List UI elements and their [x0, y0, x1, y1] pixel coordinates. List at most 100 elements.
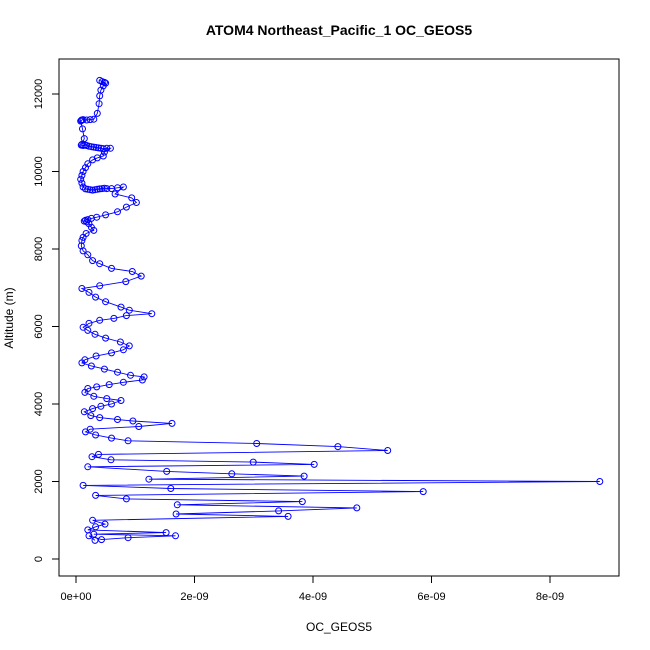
data-point — [93, 154, 101, 162]
data-point — [92, 144, 100, 151]
data-point — [298, 498, 306, 506]
data-point — [122, 495, 130, 503]
data-point — [85, 220, 93, 228]
data-point — [89, 257, 97, 265]
data-point — [92, 352, 100, 360]
series-layer — [77, 76, 604, 544]
data-point — [96, 282, 104, 290]
data-point — [91, 536, 99, 544]
y-axis-label: Altitude (m) — [2, 287, 16, 348]
data-point — [96, 92, 104, 100]
data-point — [114, 368, 121, 376]
data-point — [90, 115, 98, 123]
data-point — [87, 143, 95, 151]
data-point — [148, 310, 156, 318]
x-tick-label: 6e-09 — [417, 591, 445, 603]
data-point — [87, 412, 95, 420]
x-tick-label: 2e-09 — [180, 591, 208, 603]
data-point — [79, 125, 86, 133]
data-point — [85, 319, 93, 327]
y-tick-label: 4000 — [33, 392, 45, 416]
data-point — [167, 485, 175, 492]
data-point — [92, 293, 100, 301]
data-point — [90, 226, 98, 234]
data-point — [117, 303, 125, 311]
data-point — [92, 491, 100, 499]
data-point — [334, 443, 342, 451]
data-point — [96, 260, 104, 268]
data-point — [77, 175, 85, 183]
data-point — [596, 478, 604, 485]
data-point — [93, 213, 101, 221]
data-point — [89, 516, 97, 524]
y-tick-label: 2000 — [33, 469, 45, 493]
data-point — [79, 247, 87, 255]
data-point — [108, 434, 115, 442]
data-point — [138, 376, 146, 384]
data-point — [125, 342, 133, 350]
data-point — [105, 381, 113, 389]
data-point — [124, 437, 132, 445]
data-point — [93, 185, 101, 193]
y-tick-label: 10000 — [33, 156, 45, 187]
data-point — [86, 186, 94, 194]
x-tick-label: 8e-09 — [536, 591, 564, 603]
data-point — [110, 314, 118, 322]
y-tick-label: 6000 — [33, 314, 45, 338]
data-point — [87, 362, 95, 370]
data-point — [172, 532, 179, 540]
data-point — [95, 450, 102, 458]
plot-frame — [58, 58, 620, 577]
data-point — [79, 481, 87, 489]
data-point — [100, 184, 108, 192]
data-point — [102, 211, 110, 219]
data-point — [97, 402, 105, 410]
data-point — [82, 428, 89, 436]
data-point — [78, 140, 86, 148]
data-point — [78, 171, 86, 179]
data-point — [77, 116, 85, 124]
data-point — [108, 400, 115, 408]
data-point — [86, 116, 94, 124]
data-point — [300, 472, 308, 480]
data-point — [84, 251, 92, 259]
data-point — [79, 168, 87, 175]
data-point — [108, 264, 115, 272]
data-point — [384, 447, 392, 454]
data-point — [114, 416, 121, 423]
data-point — [83, 218, 91, 226]
data-point — [89, 186, 97, 194]
data-point — [91, 330, 99, 338]
data-point — [90, 392, 98, 400]
data-point — [249, 458, 257, 466]
data-point — [275, 507, 283, 515]
chart-title: ATOM4 Northeast_Pacific_1 OC_GEOS5 — [206, 22, 473, 38]
data-point — [89, 156, 97, 164]
data-point — [92, 523, 100, 531]
data-point — [102, 298, 110, 306]
data-point — [93, 109, 101, 117]
data-point — [173, 501, 181, 509]
data-point — [102, 334, 110, 342]
data-point — [100, 78, 108, 86]
y-tick-label: 8000 — [33, 237, 45, 261]
x-tick-label: 0e+00 — [61, 591, 92, 603]
data-point — [228, 470, 236, 478]
data-point — [122, 203, 130, 211]
series-line — [80, 79, 600, 541]
data-point — [85, 142, 93, 150]
data-point — [100, 365, 108, 373]
data-point — [135, 423, 143, 430]
data-point — [125, 306, 133, 314]
data-point — [122, 312, 130, 320]
data-point — [98, 536, 105, 544]
data-point — [119, 183, 127, 191]
data-point — [88, 453, 96, 461]
data-point — [119, 378, 127, 386]
y-axis: 0 2000 4000 6000 8000 10000 12000 — [33, 79, 60, 562]
data-point — [99, 145, 107, 153]
data-point — [84, 326, 92, 334]
data-point — [129, 417, 137, 425]
data-point — [162, 529, 170, 537]
